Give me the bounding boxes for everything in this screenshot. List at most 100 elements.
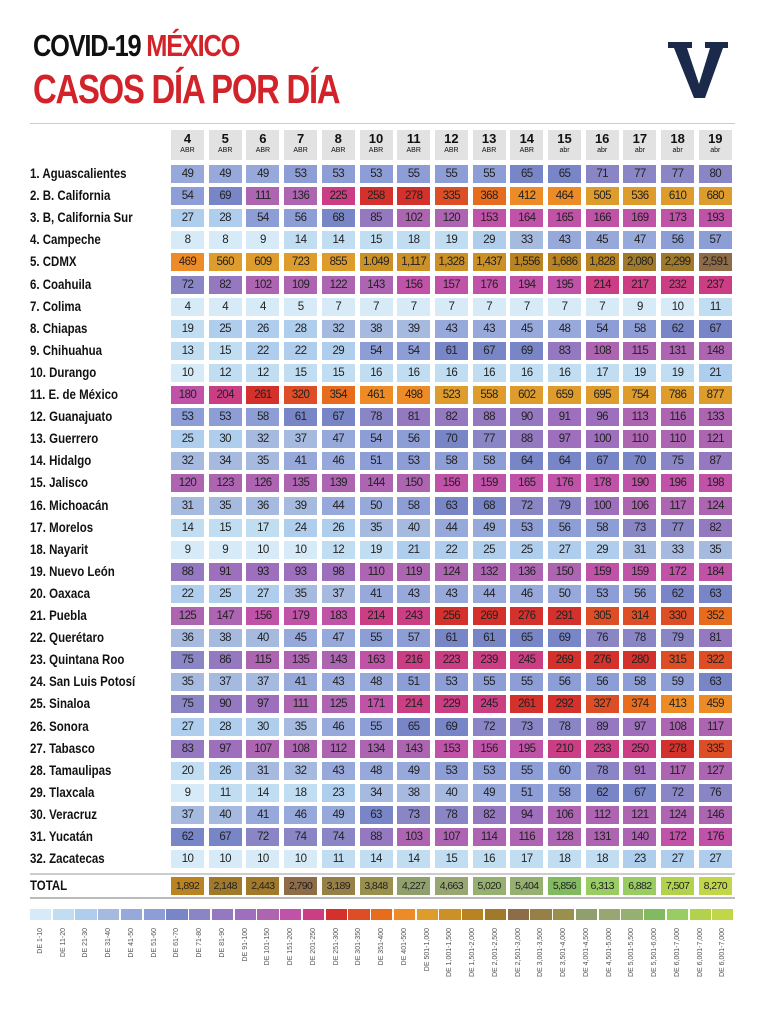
heatmap-cell: 97: [548, 430, 581, 449]
heatmap-cell: 19: [359, 540, 393, 559]
heatmap-cell: 91: [548, 408, 581, 427]
heatmap-cell: 163: [359, 651, 393, 670]
heatmap-cell: 82: [208, 275, 242, 294]
column-header: 15 abr: [548, 130, 581, 160]
heatmap-cell: 46: [321, 717, 355, 736]
legend-label: DE 351-400: [378, 928, 386, 966]
heatmap-cell: 51: [397, 673, 431, 692]
heatmap-cell: 69: [510, 341, 544, 360]
heatmap-cell: 97: [208, 739, 242, 758]
heatmap-cell: 131: [585, 828, 619, 846]
legend-swatch: [644, 909, 666, 920]
heatmap-cell: 278: [661, 739, 695, 758]
column-month: ABR: [406, 147, 421, 154]
heatmap-cell: 55: [510, 761, 544, 780]
total-cell: 4,227: [397, 877, 431, 895]
heatmap-cell: 26: [321, 518, 355, 537]
heatmap-cell: 115: [623, 341, 657, 360]
heatmap-cell: 57: [397, 629, 431, 648]
heatmap-cell: 112: [585, 805, 619, 824]
state-name: 29. Tlaxcala: [30, 784, 95, 800]
heatmap-cell: 37: [321, 584, 355, 603]
heatmap-cell: 214: [359, 607, 393, 625]
heatmap-cell: 723: [284, 253, 318, 272]
heatmap-cell: 335: [434, 187, 468, 206]
heatmap-cell: 164: [510, 209, 544, 228]
heatmap-cell: 48: [359, 761, 393, 780]
heatmap-cell: 156: [246, 607, 280, 625]
heatmap-cell: 109: [284, 275, 318, 294]
heatmap-cell: 204: [208, 386, 242, 404]
column-month: ABR: [180, 147, 195, 154]
heatmap-cell: 30: [246, 717, 280, 736]
legend-label: DE 6,001-7,000: [696, 928, 704, 978]
heatmap-cell: 112: [321, 739, 355, 758]
heatmap-cell: 128: [548, 828, 581, 846]
heatmap-cell: 93: [284, 562, 318, 581]
heatmap-cell: 14: [284, 231, 318, 250]
heatmap-cell: 56: [397, 430, 431, 449]
heatmap-cell: 23: [321, 783, 355, 802]
heatmap-cell: 16: [472, 363, 506, 382]
heatmap-cell: 56: [548, 518, 581, 537]
heatmap-cell: 53: [208, 408, 242, 427]
legend-label: DE 1-10: [37, 928, 44, 954]
heatmap-cell: 76: [698, 783, 732, 802]
legend-label: DE 81-90: [218, 928, 226, 958]
column-month: ABR: [293, 147, 308, 154]
heatmap-cell: 35: [359, 518, 393, 537]
heatmap-cell: 10: [246, 850, 280, 869]
heatmap-cell: 156: [472, 739, 506, 758]
column-header: 6 ABR: [246, 130, 280, 160]
heatmap-cell: 2,591: [698, 253, 732, 272]
heatmap-cell: 523: [434, 386, 468, 404]
heatmap-cell: 314: [623, 607, 657, 625]
heatmap-cell: 108: [585, 341, 619, 360]
heatmap-cell: 64: [510, 452, 544, 471]
heatmap-cell: 335: [698, 739, 732, 758]
heatmap-cell: 59: [661, 673, 695, 692]
heatmap-cell: 53: [321, 165, 355, 183]
heatmap-cell: 9: [208, 540, 242, 559]
heatmap-cell: 43: [434, 319, 468, 338]
heatmap-cell: 43: [321, 761, 355, 780]
heatmap-cell: 116: [661, 408, 695, 427]
heatmap-cell: 65: [510, 165, 544, 183]
legend-label: DE 201-250: [309, 928, 317, 966]
heatmap-cell: 44: [434, 518, 468, 537]
state-name: 14. Hidalgo: [30, 453, 92, 469]
heatmap-cell: 113: [623, 408, 657, 427]
heatmap-cell: 124: [698, 496, 732, 515]
heatmap-cell: 69: [434, 717, 468, 736]
heatmap-cell: 60: [548, 761, 581, 780]
heatmap-cell: 108: [661, 717, 695, 736]
heatmap-cell: 178: [585, 474, 619, 493]
heatmap-cell: 78: [585, 761, 619, 780]
v-logo-icon: [668, 42, 728, 98]
heatmap-cell: 70: [623, 452, 657, 471]
heatmap-cell: 233: [585, 739, 619, 758]
heatmap-cell: 469: [171, 253, 204, 272]
heatmap-cell: 194: [510, 275, 544, 294]
heatmap-cell: 210: [548, 739, 581, 758]
heatmap-cell: 19: [661, 363, 695, 382]
heatmap-cell: 498: [397, 386, 431, 404]
column-day: 12: [444, 131, 459, 146]
heatmap-cell: 127: [698, 761, 732, 780]
heatmap-cell: 81: [397, 408, 431, 427]
legend-label: DE 21-30: [82, 928, 90, 958]
heatmap-cell: 67: [472, 341, 506, 360]
column-day: 10: [368, 131, 384, 146]
state-name: 25. Sinaloa: [30, 696, 90, 712]
heatmap-cell: 53: [472, 761, 506, 780]
heatmap-cell: 18: [397, 231, 431, 250]
heatmap-cell: 47: [623, 231, 657, 250]
heatmap-cell: 10: [171, 850, 204, 869]
heatmap-cell: 110: [661, 430, 695, 449]
heatmap-cell: 49: [472, 783, 506, 802]
legend-label: DE 151-200: [287, 928, 295, 966]
heatmap-cell: 61: [472, 629, 506, 648]
heatmap-cell: 120: [434, 209, 468, 228]
heatmap-cell: 49: [397, 761, 431, 780]
heatmap-cell: 111: [246, 187, 280, 206]
